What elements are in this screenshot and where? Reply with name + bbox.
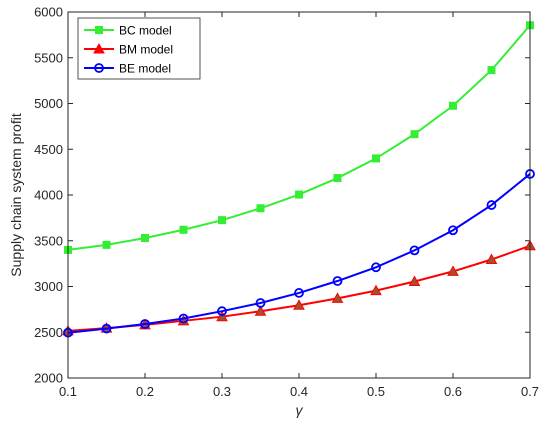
legend-label: BC model [119,24,172,38]
y-tick-label: 4500 [34,142,63,157]
data-point-bm-model [293,299,305,310]
data-point-bm-model [370,284,382,296]
data-point-be-model [332,276,343,286]
data-point-bc-model [295,190,303,199]
legend-label: BM model [119,43,173,57]
data-point-bm-model [331,292,344,303]
data-point-bc-model [372,154,380,163]
x-tick-label: 0.1 [59,384,77,399]
x-tick-label: 0.7 [521,384,539,399]
legend-entry-bm-model: BM model [84,43,173,57]
data-point-bc-model [256,204,265,213]
legend-entry-be-model: BE model [84,62,171,76]
data-point-be-model [178,313,189,324]
data-point-be-model [140,319,150,329]
x-axis-label: γ [296,402,304,418]
x-tick-label: 0.4 [290,384,308,399]
data-point-bc-model [218,216,226,225]
data-point-bc-model [410,130,419,139]
legend-entry-bc-model: BC model [84,24,172,38]
data-point-bc-model [179,225,188,234]
data-point-be-model [101,323,112,334]
data-point-bm-model [408,275,421,286]
data-point-be-model [294,288,304,298]
data-point-be-model [255,298,266,308]
x-tick-label: 0.2 [136,384,154,399]
x-tick-label: 0.3 [213,384,231,399]
y-axis: 2000 2500 3000 3500 4000 4500 5000 5500 6000 [34,5,530,386]
series-layer [62,21,536,338]
y-axis-label: Supply chain system profit [8,113,24,277]
data-point-bm-model [254,305,267,316]
legend-marker [95,26,103,34]
data-point-bc-model [333,174,342,183]
legend-label: BE model [119,62,171,76]
data-point-bc-model [141,234,149,243]
data-point-bm-model [216,310,228,322]
plot-frame [67,11,531,379]
y-tick-label: 2500 [34,325,63,340]
legend: BC model BM model BE model [77,17,201,80]
y-tick-label: 3500 [34,233,63,248]
y-tick-label: 4000 [34,188,63,203]
data-point-be-model [409,245,420,256]
data-point-bc-model [487,66,496,75]
legend-marker [93,42,105,54]
y-tick-label: 5500 [34,50,63,65]
data-point-be-model [448,225,458,236]
data-point-be-model [486,200,497,210]
x-tick-label: 0.5 [367,384,385,399]
data-point-be-model [217,306,227,317]
x-axis: 0.1 0.2 0.3 0.4 0.5 0.6 0.7 [59,12,539,399]
y-tick-label: 3000 [34,279,63,294]
y-tick-label: 6000 [34,5,63,20]
series-line-be-model [67,173,531,334]
y-tick-label: 2000 [34,371,63,386]
data-point-be-model [371,262,381,273]
data-point-bc-model [449,101,457,110]
y-tick-label: 5000 [34,96,63,111]
data-point-bm-model [447,265,459,276]
data-point-bc-model [102,240,111,249]
legend-marker [94,63,104,73]
data-point-bm-model [485,253,498,265]
x-tick-label: 0.6 [444,384,462,399]
